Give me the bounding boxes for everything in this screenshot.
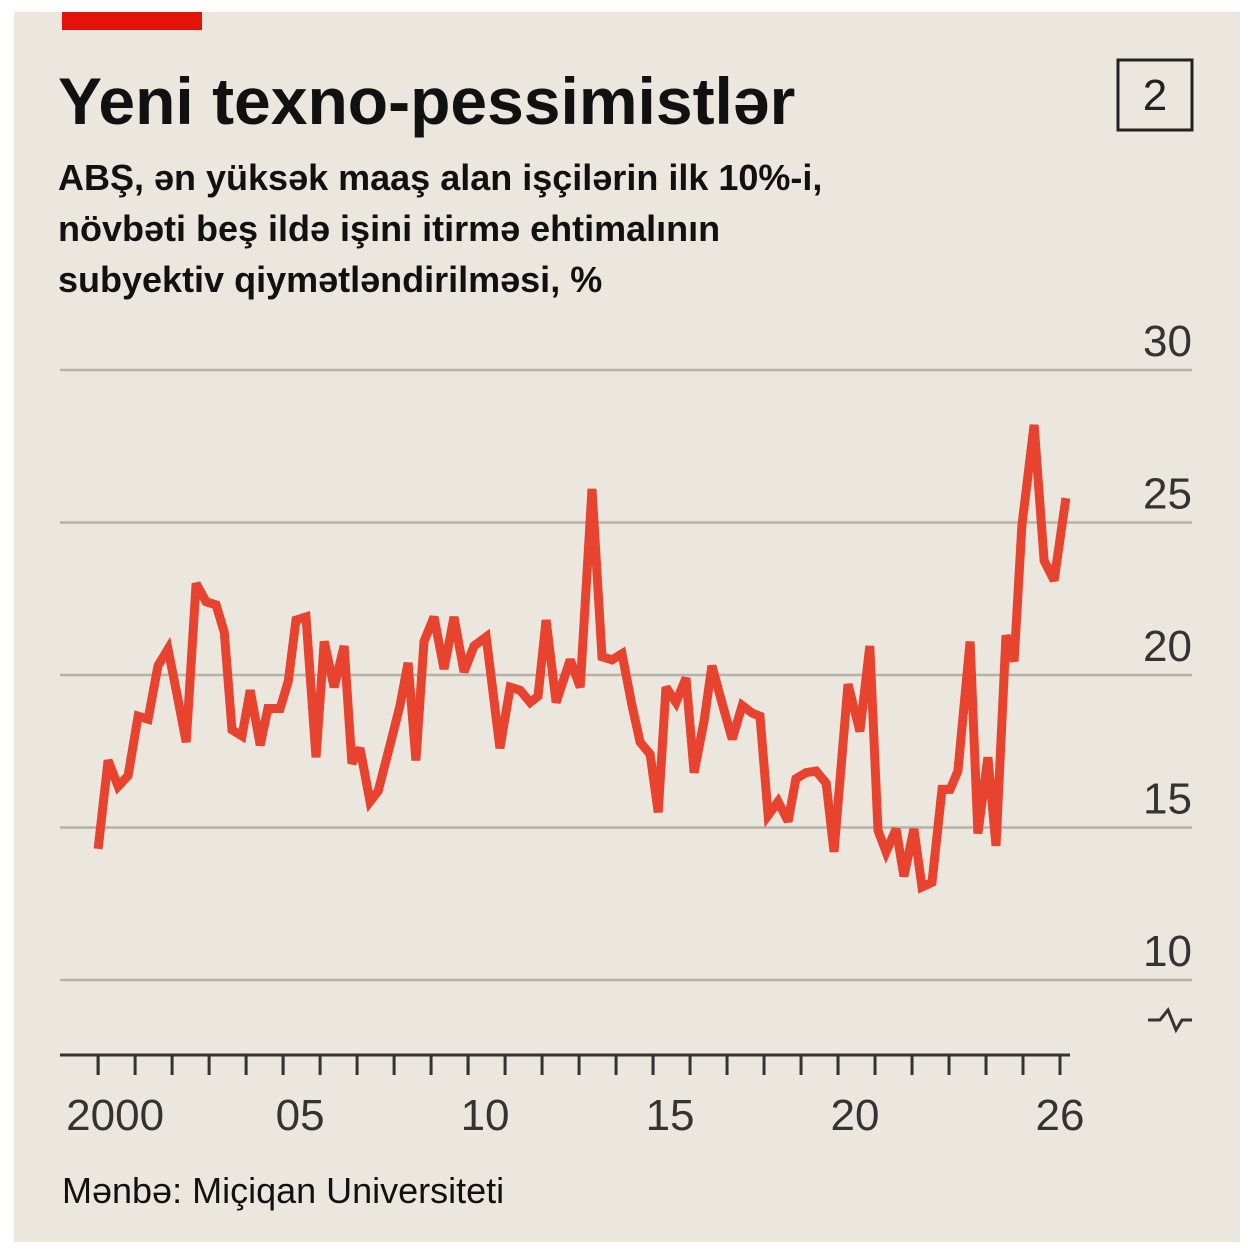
- y-tick-label: 20: [1143, 622, 1192, 671]
- x-tick-label: 15: [646, 1091, 695, 1140]
- accent-bar: [62, 12, 202, 30]
- x-tick-label: 26: [1036, 1091, 1085, 1140]
- chart-title: Yeni texno-pessimistlər: [58, 64, 795, 138]
- x-tick-label: 20: [831, 1091, 880, 1140]
- x-tick-label: 05: [276, 1091, 325, 1140]
- x-tick-label: 10: [461, 1091, 510, 1140]
- y-tick-label: 25: [1143, 470, 1192, 519]
- source: Mənbə: Miçiqan Universiteti: [62, 1170, 504, 1211]
- subtitle: ABŞ, ən yüksək maaş alan işçilərin ilk 1…: [58, 157, 822, 198]
- x-tick-label: 2000: [66, 1091, 164, 1140]
- y-tick-label: 30: [1143, 317, 1192, 366]
- subtitle: növbəti beş ildə işini itirmə ehtimalını…: [58, 208, 720, 249]
- badge-box: [1116, 58, 1194, 132]
- y-tick-label: 10: [1143, 927, 1192, 976]
- axis-break: [1148, 1007, 1192, 1034]
- badge: 2: [1143, 71, 1167, 120]
- data-line: [93, 424, 1071, 894]
- y-tick-label: 15: [1143, 775, 1192, 824]
- subtitle: subyektiv qiymətləndirilməsi, %: [58, 259, 602, 300]
